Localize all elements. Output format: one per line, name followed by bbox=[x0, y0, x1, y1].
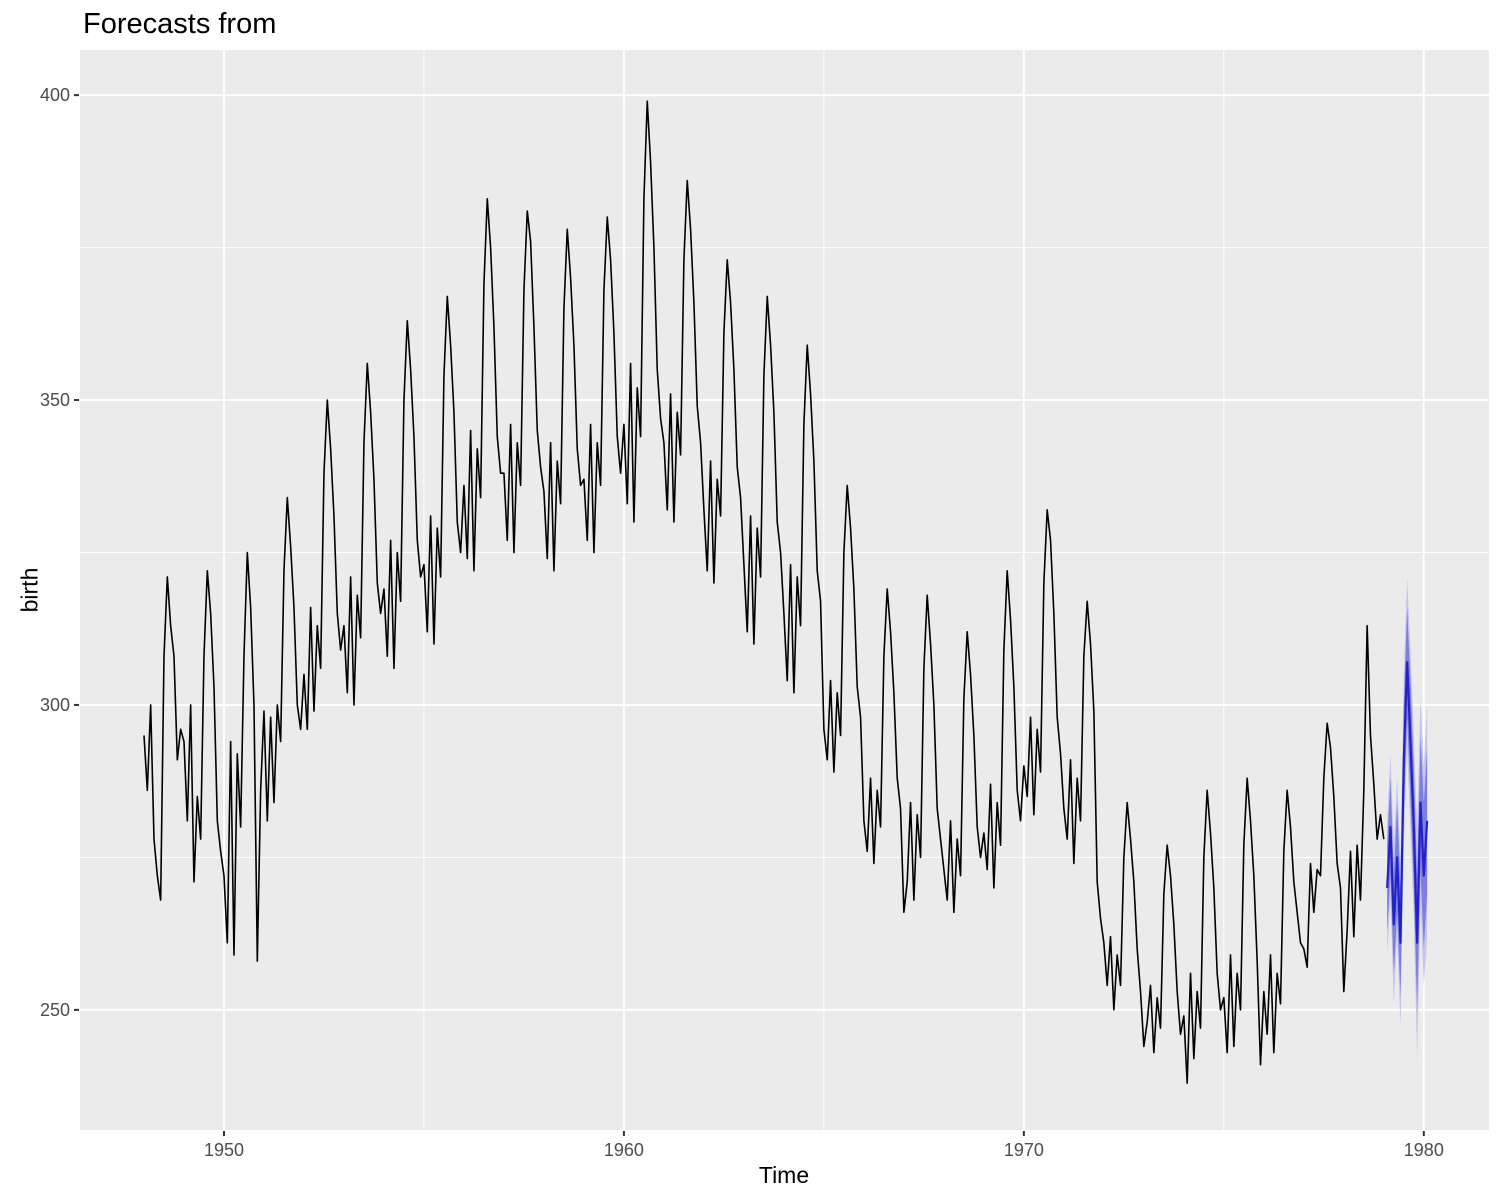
y-tick-label: 250 bbox=[40, 1000, 70, 1020]
x-tick-label: 1960 bbox=[604, 1140, 644, 1160]
x-tick-label: 1950 bbox=[204, 1140, 244, 1160]
y-tick-label: 350 bbox=[40, 390, 70, 410]
x-tick-label: 1970 bbox=[1004, 1140, 1044, 1160]
x-axis-title: Time bbox=[758, 1162, 810, 1188]
observed-series-line bbox=[143, 100, 1385, 1084]
x-tick-label: 1980 bbox=[1404, 1140, 1444, 1160]
y-axis-title: birth bbox=[16, 567, 43, 613]
y-tick-label: 300 bbox=[40, 695, 70, 715]
plot-panel bbox=[80, 50, 1489, 1130]
y-tick-label: 400 bbox=[40, 85, 70, 105]
forecast-mean-line bbox=[1386, 661, 1429, 944]
plot-title: Forecasts from bbox=[83, 8, 285, 40]
